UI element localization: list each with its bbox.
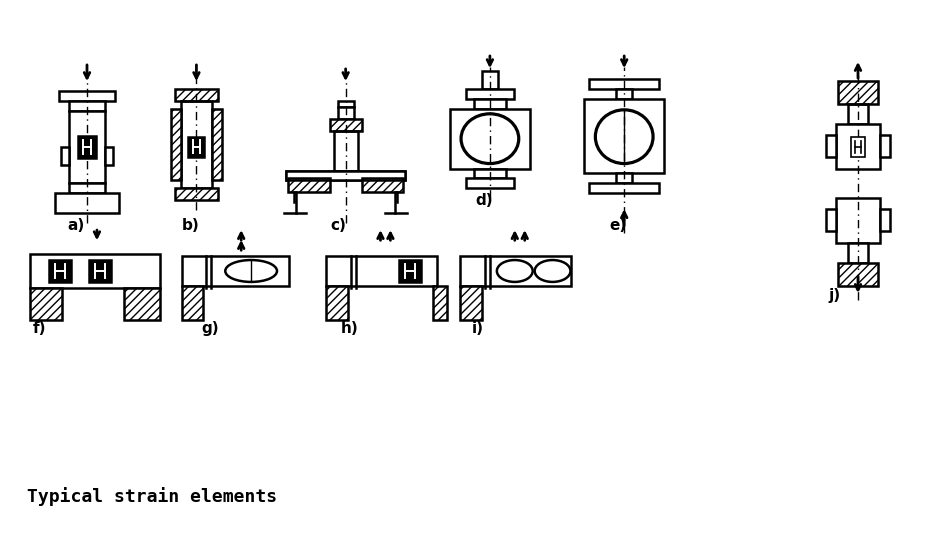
Bar: [174, 188, 219, 200]
Bar: [590, 183, 659, 193]
Bar: [174, 89, 219, 101]
Bar: [326, 286, 348, 320]
Bar: [460, 286, 482, 320]
Bar: [78, 136, 96, 158]
Bar: [826, 134, 836, 157]
Bar: [326, 286, 348, 320]
Text: i): i): [472, 321, 484, 336]
Bar: [616, 89, 632, 99]
Bar: [838, 263, 878, 286]
Text: g): g): [202, 321, 219, 336]
Bar: [330, 119, 362, 131]
Ellipse shape: [225, 260, 277, 282]
Bar: [616, 173, 632, 183]
Bar: [212, 109, 222, 180]
Bar: [59, 91, 115, 101]
Bar: [212, 109, 222, 180]
Bar: [326, 256, 437, 286]
Text: a): a): [67, 218, 85, 233]
Bar: [584, 99, 664, 173]
Bar: [836, 199, 880, 243]
Bar: [105, 147, 113, 165]
Bar: [123, 288, 159, 320]
Bar: [188, 137, 204, 157]
Bar: [69, 183, 105, 193]
Bar: [433, 286, 447, 320]
Text: Typical strain elements: Typical strain elements: [27, 487, 278, 506]
Bar: [474, 99, 506, 109]
Bar: [330, 119, 362, 131]
Bar: [288, 179, 330, 193]
Bar: [69, 111, 105, 183]
Bar: [460, 286, 482, 320]
Bar: [838, 263, 878, 286]
Ellipse shape: [535, 260, 571, 282]
Bar: [89, 260, 111, 282]
Bar: [450, 109, 529, 168]
Bar: [182, 286, 203, 320]
Bar: [333, 131, 358, 171]
Text: e): e): [609, 218, 626, 233]
Ellipse shape: [496, 260, 532, 282]
Bar: [590, 79, 659, 89]
Bar: [174, 188, 219, 200]
Bar: [838, 81, 878, 104]
Bar: [836, 124, 880, 168]
Bar: [171, 109, 181, 180]
Bar: [174, 89, 219, 101]
Bar: [362, 179, 403, 193]
Bar: [69, 101, 105, 111]
Text: f): f): [32, 321, 46, 336]
Bar: [123, 288, 159, 320]
Bar: [466, 179, 513, 188]
Bar: [880, 209, 890, 231]
Bar: [171, 109, 181, 180]
Text: h): h): [341, 321, 358, 336]
Bar: [337, 107, 353, 119]
Bar: [482, 71, 498, 89]
Bar: [286, 171, 405, 180]
Bar: [182, 256, 289, 286]
Text: d): d): [475, 193, 493, 208]
Bar: [362, 179, 403, 193]
Bar: [288, 179, 330, 193]
Bar: [49, 260, 71, 282]
Bar: [182, 286, 203, 320]
Bar: [848, 243, 868, 263]
Bar: [30, 288, 62, 320]
Bar: [851, 137, 865, 157]
Bar: [880, 134, 890, 157]
Bar: [460, 256, 572, 286]
Text: b): b): [182, 218, 200, 233]
Bar: [56, 193, 119, 213]
Ellipse shape: [595, 110, 653, 164]
Ellipse shape: [461, 114, 519, 164]
Bar: [848, 104, 868, 124]
Bar: [466, 89, 513, 99]
Bar: [433, 286, 447, 320]
Bar: [61, 147, 69, 165]
Bar: [181, 101, 212, 188]
Bar: [399, 260, 421, 282]
Text: j): j): [828, 288, 840, 303]
Bar: [337, 101, 353, 107]
Bar: [30, 288, 62, 320]
Bar: [30, 254, 159, 288]
Text: c): c): [331, 218, 347, 233]
Bar: [838, 81, 878, 104]
Bar: [826, 209, 836, 231]
Bar: [286, 171, 405, 180]
Bar: [474, 168, 506, 179]
